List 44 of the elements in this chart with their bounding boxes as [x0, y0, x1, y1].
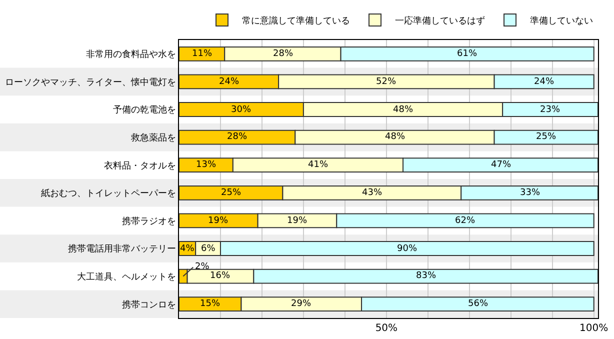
- data-label: 19%: [208, 216, 228, 226]
- data-label: 13%: [196, 160, 216, 170]
- data-label: 24%: [534, 77, 554, 87]
- data-label: 19%: [287, 216, 308, 226]
- y-tick-label: 携帯電話用非常バッテリー: [68, 244, 176, 255]
- data-label: 47%: [491, 160, 512, 170]
- data-label: 56%: [468, 299, 488, 309]
- y-tick-label: 紙おむつ、トイレットペーパーを: [41, 188, 176, 200]
- data-label: 90%: [397, 244, 418, 254]
- data-label: 4%: [180, 244, 195, 254]
- y-tick-label: 救急薬品を: [130, 132, 176, 144]
- data-label: 30%: [231, 105, 252, 115]
- y-tick-label: 携帯コンロを: [122, 299, 176, 310]
- data-label: 29%: [291, 299, 312, 309]
- data-label: 23%: [540, 105, 560, 115]
- data-label: 83%: [416, 271, 436, 281]
- y-tick-label: 大工道具、ヘルメットを: [77, 271, 176, 282]
- data-label: 48%: [385, 132, 406, 142]
- data-label: 48%: [393, 105, 414, 115]
- data-label: 61%: [457, 49, 478, 59]
- data-label: 43%: [362, 188, 382, 198]
- y-tick-label: 携帯ラジオを: [122, 216, 176, 227]
- data-label: 52%: [376, 77, 396, 87]
- data-label: 41%: [308, 160, 328, 170]
- data-label: 33%: [520, 188, 540, 198]
- y-tick-label: 非常用の食料品や水を: [86, 49, 176, 60]
- y-tick-label: ローソクやマッチ、ライター、懐中電灯を: [5, 76, 176, 88]
- data-label: 25%: [221, 188, 242, 198]
- legend-label: 準備していない: [530, 15, 593, 26]
- data-label: 62%: [455, 216, 476, 226]
- data-label: 25%: [536, 132, 556, 142]
- data-label: 11%: [192, 49, 212, 59]
- x-tick-label: 100%: [580, 323, 608, 334]
- data-label: 28%: [273, 49, 294, 59]
- y-tick-label: 予備の乾電池を: [113, 104, 176, 116]
- data-label: 24%: [219, 77, 240, 87]
- legend-label: 一応準備しているはず: [395, 15, 485, 26]
- data-label: 16%: [210, 271, 230, 281]
- data-label: 6%: [201, 244, 216, 254]
- legend-label: 常に意識して準備している: [242, 15, 350, 26]
- data-label: 15%: [200, 299, 220, 309]
- x-tick-label: 50%: [375, 323, 398, 334]
- y-tick-label: 衣料品・タオルを: [104, 160, 176, 172]
- data-label: 28%: [227, 132, 248, 142]
